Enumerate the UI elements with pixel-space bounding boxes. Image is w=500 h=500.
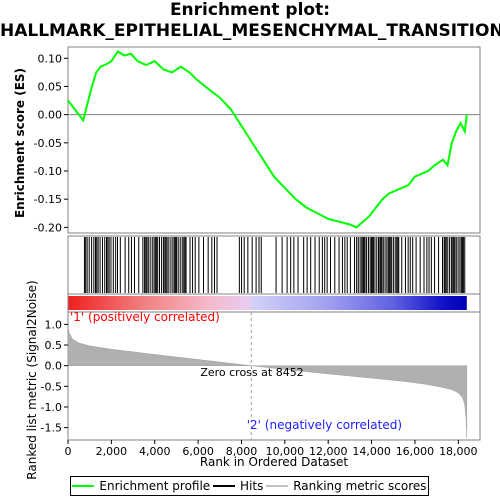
legend-label: Ranking metric scores [293,479,427,493]
x-axis-label: Rank in Ordered Dataset [200,455,348,469]
enrichment-profile-line [67,50,468,229]
x-tick-label: 8,000 [226,445,258,458]
es-y-tick-label: -0.05 [34,137,62,150]
es-plot-area [67,46,481,234]
metric-y-axis-label: Ranked list metric (Signal2Noise) [25,280,39,479]
es-y-tick-label: 0.05 [38,80,63,93]
x-tick-label: 10,000 [266,445,305,458]
legend-item-hits: Hits [213,479,263,493]
legend: Enrichment profile Hits Ranking metric s… [70,476,429,496]
legend-item-enrichment-profile: Enrichment profile [72,479,210,493]
ranking-heatmap-bar [68,296,467,310]
ranking-metric-area [67,326,468,438]
legend-swatch-gray [266,485,289,487]
es-y-axis-label: Enrichment score (ES) [13,68,27,218]
metric-y-tick-label: 0.0 [45,360,63,373]
legend-swatch-green [72,485,95,487]
x-tick-label: 12,000 [309,445,348,458]
metric-y-tick-label: -0.5 [41,380,62,393]
es-y-tick-label: -0.15 [34,193,62,206]
legend-item-ranking-metric: Ranking metric scores [266,479,427,493]
es-y-tick-label: 0.10 [38,52,63,65]
x-tick-label: 4,000 [139,445,171,458]
metric-y-tick-label: 0.5 [45,339,63,352]
metric-y-tick-label: -1.5 [41,422,62,435]
metric-y-tick-label: -1.0 [41,401,62,414]
es-y-tick-label: 0.00 [38,109,63,122]
legend-label: Hits [240,479,264,493]
legend-swatch-black [213,485,236,487]
x-tick-label: 16,000 [396,445,435,458]
x-tick-label: 6,000 [182,445,214,458]
x-tick-label: 0 [65,445,72,458]
x-tick-label: 18,000 [439,445,478,458]
legend-label: Enrichment profile [99,479,211,493]
chart-title: Enrichment plot: HALLMARK_EPITHELIAL_MES… [0,0,500,42]
es-y-tick-label: -0.10 [34,165,62,178]
x-tick-label: 14,000 [352,445,391,458]
title-line-2: HALLMARK_EPITHELIAL_MESENCHYMAL_TRANSITI… [0,21,500,41]
negative-correlation-label: '2' (negatively correlated) [247,418,402,432]
hits-panel [67,235,481,295]
zero-cross-label: Zero cross at 8452 [200,366,303,379]
es-y-tick-label: -0.20 [34,221,62,234]
title-line-1: Enrichment plot: [169,0,331,20]
positive-correlation-label: '1' (positively correlated) [70,310,220,324]
metric-y-tick-label: 1.0 [45,318,63,331]
x-tick-label: 2,000 [96,445,128,458]
